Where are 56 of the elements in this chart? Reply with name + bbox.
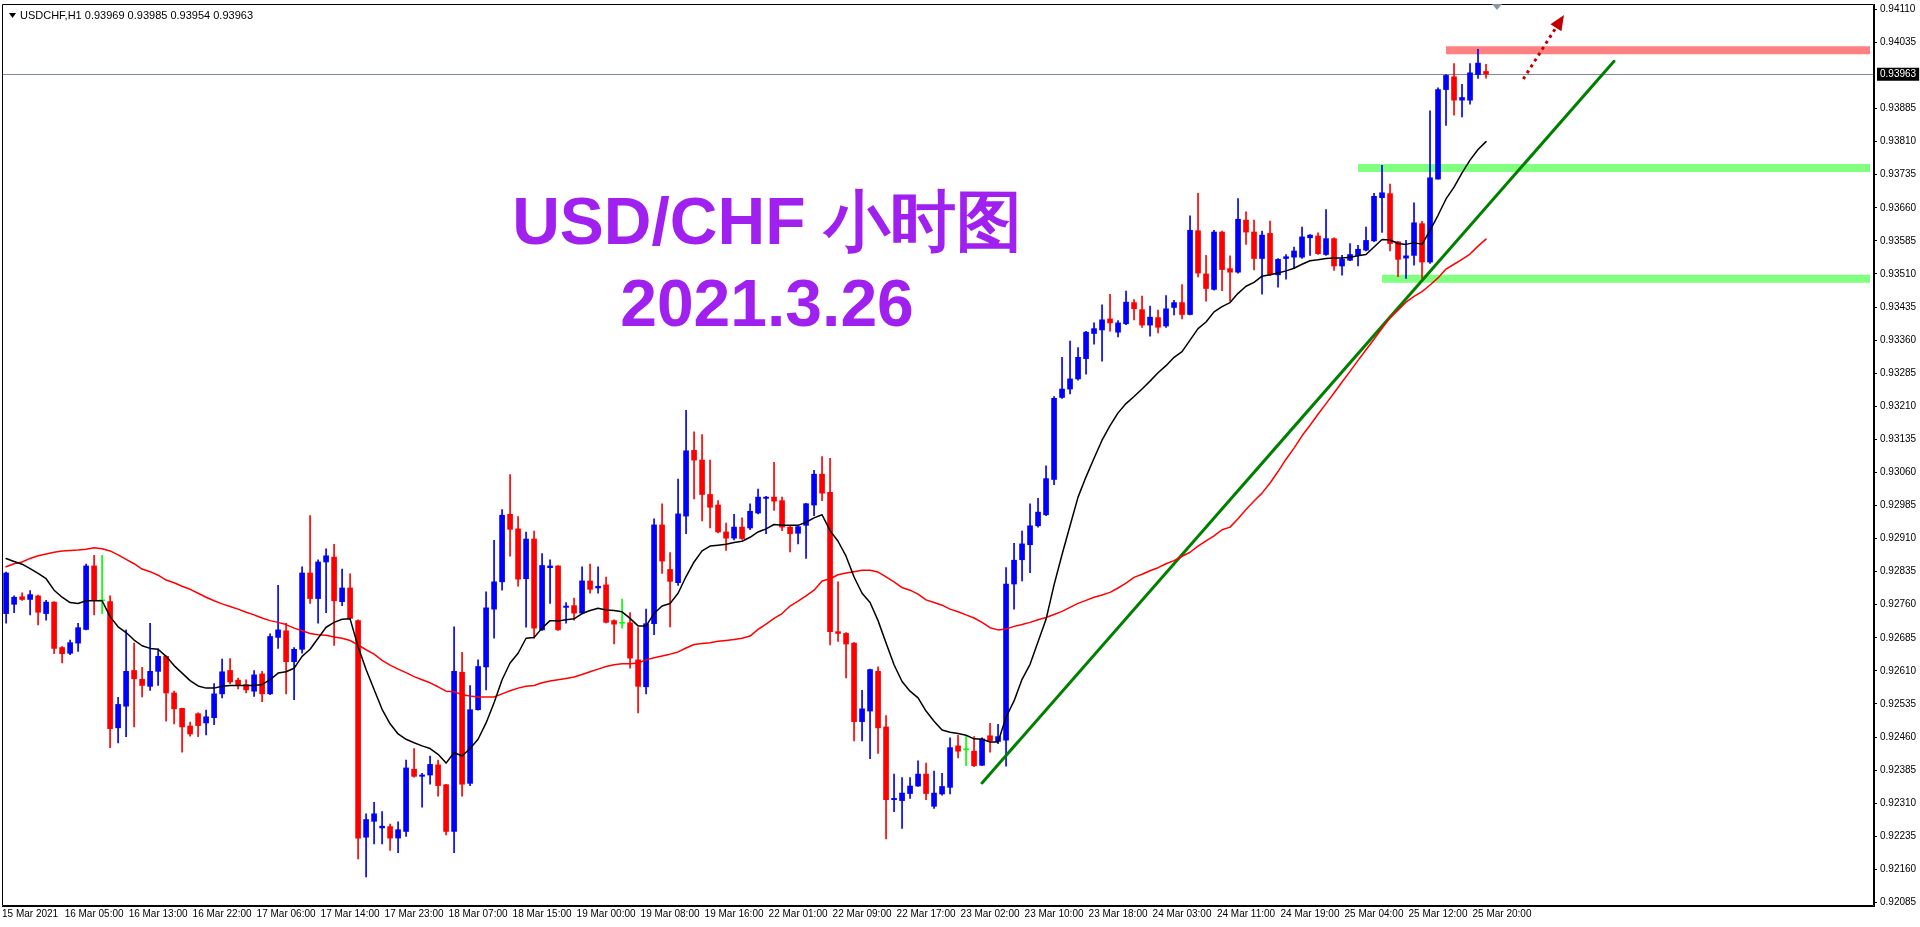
x-tick-label: 25 Mar 12:00 (1408, 907, 1468, 919)
x-tick-label: 17 Mar 06:00 (256, 907, 316, 919)
y-tick-label: 0.93735 (1880, 168, 1917, 180)
y-tick-label: 0.93810 (1880, 135, 1917, 147)
y-tick-label: 0.92610 (1880, 664, 1917, 676)
x-tick-label: 22 Mar 17:00 (896, 907, 956, 919)
y-tick-label: 0.93585 (1880, 234, 1917, 246)
y-tick-label: 0.92160 (1880, 863, 1917, 875)
x-tick-label: 19 Mar 16:00 (704, 907, 764, 919)
x-tick-label: 16 Mar 13:00 (128, 907, 188, 919)
y-tick-label: 0.93510 (1880, 267, 1917, 279)
text: 2021.3.26 (620, 266, 914, 340)
x-tick-label: 24 Mar 11:00 (1216, 907, 1276, 919)
y-tick-label: 0.93360 (1880, 333, 1917, 345)
y-tick-label: 0.93435 (1880, 300, 1917, 312)
y-tick-label: 0.94110 (1880, 3, 1916, 15)
x-tick-label: 23 Mar 02:00 (960, 907, 1020, 919)
x-tick-label: 25 Mar 04:00 (1344, 907, 1404, 919)
x-tick-label: 17 Mar 23:00 (384, 907, 444, 919)
text: USD/CHF 小时图 (512, 184, 1022, 258)
x-tick-label: 15 Mar 2021 (2, 907, 59, 919)
y-tick-label: 0.92085 (1880, 896, 1917, 908)
x-tick-label: 24 Mar 03:00 (1152, 907, 1212, 919)
y-tick-label: 0.93660 (1880, 201, 1917, 213)
x-tick-label: 23 Mar 10:00 (1024, 907, 1084, 919)
y-tick-label: 0.92685 (1880, 631, 1917, 643)
x-tick-label: 23 Mar 18:00 (1088, 907, 1148, 919)
y-tick-label: 0.92385 (1880, 763, 1917, 775)
y-tick-label: 0.92310 (1880, 796, 1917, 808)
y-tick-label: 0.92535 (1880, 697, 1917, 709)
x-tick-label: 25 Mar 20:00 (1472, 907, 1532, 919)
x-tick-label: 22 Mar 09:00 (832, 907, 892, 919)
x-tick-label: 18 Mar 15:00 (512, 907, 572, 919)
x-tick-label: 16 Mar 22:00 (192, 907, 252, 919)
y-tick-label: 0.93060 (1880, 466, 1917, 478)
y-tick-label: 0.93210 (1880, 400, 1917, 412)
x-tick-label: 19 Mar 08:00 (640, 907, 700, 919)
annotation: USDCHF,H1 0.93969 0.93985 0.93954 0.93963 (20, 9, 254, 22)
y-tick-label: 0.92985 (1880, 499, 1917, 511)
y-tick-label: 0.92460 (1880, 730, 1917, 742)
x-tick-label: 18 Mar 07:00 (448, 907, 508, 919)
y-tick-label: 0.93885 (1880, 102, 1917, 114)
y-tick-label: 0.92235 (1880, 830, 1917, 842)
candlestick (555, 565, 561, 631)
y-tick-label: 0.93285 (1880, 366, 1917, 378)
y-tick-label: 0.92910 (1880, 532, 1917, 544)
ref-line-label: 0.93963 (1880, 67, 1917, 79)
x-tick-label: 24 Mar 19:00 (1280, 907, 1340, 919)
y-tick-label: 0.93135 (1880, 433, 1917, 445)
y-tick-label: 0.92760 (1880, 598, 1917, 610)
x-tick-label: 16 Mar 05:00 (64, 907, 124, 919)
x-tick-label: 22 Mar 01:00 (768, 907, 828, 919)
y-tick-label: 0.92835 (1880, 565, 1917, 577)
x-tick-label: 19 Mar 00:00 (576, 907, 636, 919)
x-tick-label: 17 Mar 14:00 (320, 907, 380, 919)
y-tick-label: 0.94035 (1880, 36, 1917, 48)
